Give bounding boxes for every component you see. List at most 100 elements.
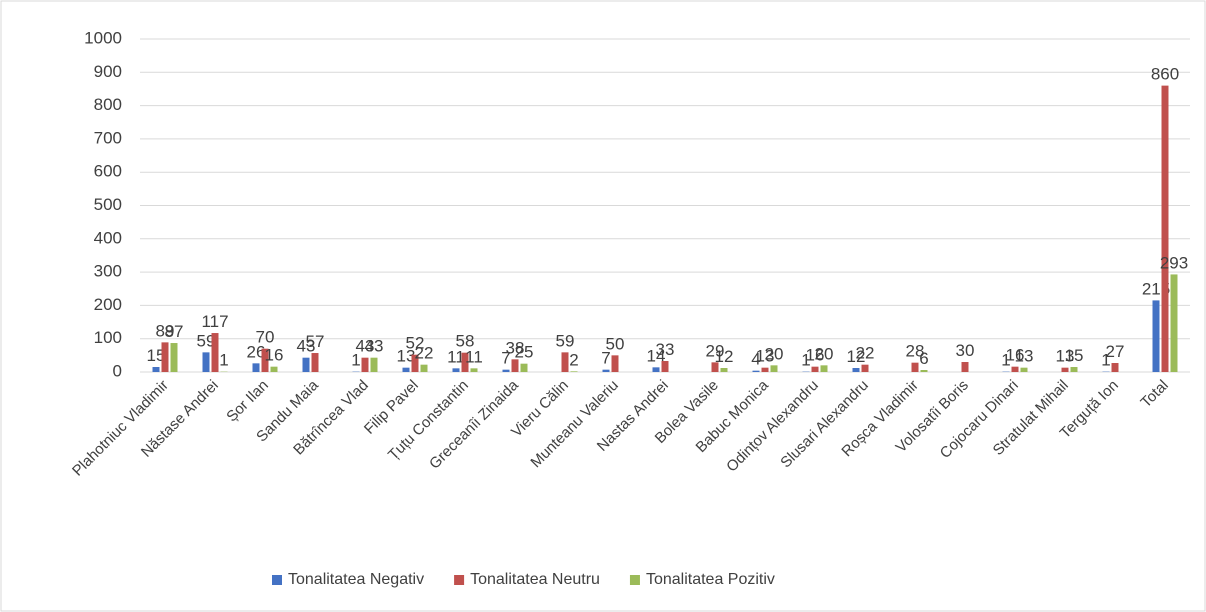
data-label: 28	[906, 342, 925, 361]
y-tick-label: 300	[94, 262, 122, 281]
bar	[411, 354, 419, 372]
bar	[570, 371, 578, 372]
bar	[720, 368, 728, 372]
data-label: 30	[956, 341, 975, 360]
data-label: 27	[1106, 342, 1125, 361]
data-label: 20	[765, 344, 784, 363]
data-label: 13	[397, 347, 416, 366]
data-label: 13	[1015, 347, 1034, 366]
bar	[1061, 367, 1069, 372]
data-label: 1	[1101, 351, 1110, 370]
bar	[402, 367, 410, 372]
data-label: 15	[147, 346, 166, 365]
data-label: 860	[1151, 65, 1179, 84]
data-label: 11	[465, 347, 483, 366]
data-label: 29	[706, 341, 725, 360]
data-label: 293	[1160, 253, 1188, 272]
bar	[602, 369, 610, 372]
y-tick-label: 900	[94, 62, 122, 81]
data-label: 33	[656, 340, 675, 359]
y-tick-label: 200	[94, 295, 122, 314]
data-label: 16	[265, 346, 284, 365]
bar	[761, 367, 769, 372]
data-label: 1	[801, 351, 810, 370]
bar	[511, 359, 519, 372]
bar	[461, 352, 469, 372]
bar	[1011, 366, 1019, 372]
bar	[1111, 363, 1119, 372]
bar	[961, 362, 969, 372]
bar	[152, 367, 160, 372]
data-label: 87	[165, 322, 184, 341]
legend-label: Tonalitatea Negativ	[288, 571, 424, 588]
bar	[361, 357, 369, 372]
legend-swatch	[272, 575, 282, 585]
y-tick-label: 600	[94, 162, 122, 181]
data-label: 59	[197, 331, 216, 350]
data-label: 14	[647, 346, 666, 365]
legend-label: Tonalitatea Pozitiv	[646, 571, 775, 588]
data-label: 22	[856, 344, 875, 363]
bar	[1020, 367, 1028, 372]
data-label: 12	[847, 347, 866, 366]
data-label: 26	[247, 342, 266, 361]
bar	[270, 366, 278, 372]
bar	[161, 342, 169, 372]
bar	[561, 352, 569, 372]
bar	[261, 348, 269, 372]
bar	[211, 333, 219, 372]
bar	[661, 361, 669, 372]
data-label: 117	[201, 312, 228, 331]
y-tick-label: 100	[94, 328, 122, 347]
bar	[1152, 300, 1160, 372]
data-label: 6	[919, 349, 928, 368]
bar	[452, 368, 460, 372]
data-label: 25	[515, 343, 534, 362]
data-label: 7	[601, 349, 610, 368]
y-tick-label: 400	[94, 228, 122, 247]
bar	[1070, 367, 1078, 372]
legend-swatch	[454, 575, 465, 585]
data-label: 43	[365, 337, 384, 356]
bar	[852, 368, 860, 372]
data-label: 12	[715, 347, 734, 366]
data-label: 89	[156, 321, 175, 340]
y-tick-label: 0	[113, 361, 122, 380]
legend-label: Tonalitatea Neutru	[470, 571, 600, 588]
data-label: 43	[297, 337, 316, 356]
data-label: 1	[1001, 351, 1010, 370]
y-tick-label: 1000	[84, 28, 122, 47]
bar	[911, 362, 919, 372]
bar	[311, 353, 319, 372]
bar	[502, 369, 510, 372]
data-label: 13	[756, 347, 775, 366]
bar	[920, 370, 928, 372]
data-label: 52	[406, 334, 425, 353]
data-label: 15	[1065, 346, 1084, 365]
bar	[711, 362, 719, 372]
bar	[370, 357, 378, 372]
bar	[302, 357, 310, 372]
data-label: 20	[815, 344, 834, 363]
y-tick-label: 500	[94, 195, 122, 214]
bar	[752, 370, 760, 372]
bar	[1170, 274, 1178, 372]
bar	[652, 367, 660, 372]
data-label: 70	[256, 328, 275, 347]
bar	[470, 368, 478, 372]
data-label: 1	[219, 351, 228, 370]
data-label: 1	[351, 351, 360, 370]
data-label: 57	[306, 332, 325, 351]
data-label: 16	[1006, 346, 1025, 365]
bar	[202, 352, 210, 372]
data-label: 4	[751, 350, 760, 369]
data-label: 50	[606, 334, 625, 353]
data-label: 16	[806, 346, 825, 365]
y-tick-label: 700	[94, 128, 122, 147]
bar	[252, 363, 260, 372]
bar	[820, 365, 828, 372]
bar	[1161, 85, 1169, 373]
data-label: 11	[447, 347, 465, 366]
